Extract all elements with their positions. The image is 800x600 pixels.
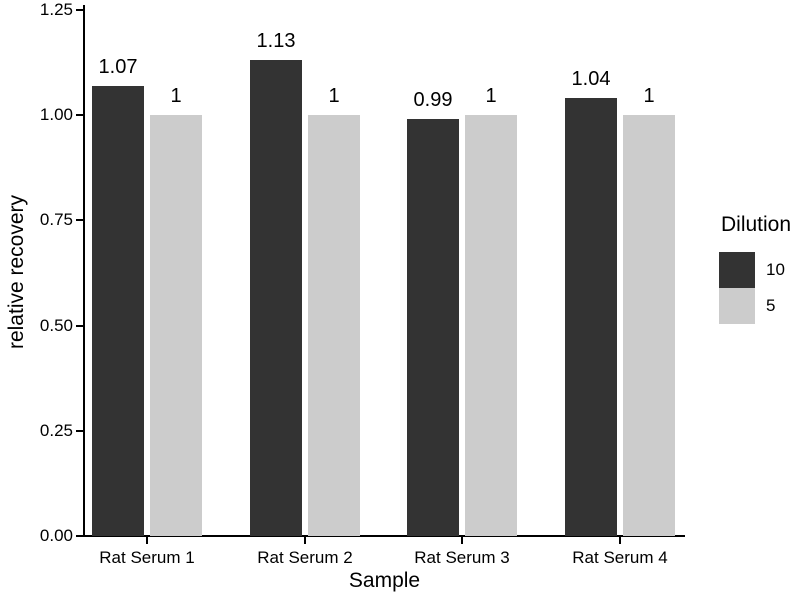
bar-value-label: 1.13 xyxy=(256,30,296,52)
bar-value-label: 1 xyxy=(643,85,655,107)
y-tick-label: 0.50 xyxy=(39,315,73,335)
legend-swatch xyxy=(719,288,755,324)
bar-rat-serum-2-dilution-10 xyxy=(250,60,302,536)
y-tick-mark xyxy=(76,8,83,11)
bar-value-label: 1 xyxy=(485,85,497,107)
bar-rat-serum-3-dilution-5 xyxy=(465,115,517,536)
y-tick-mark xyxy=(76,535,83,537)
bar-value-label: 1 xyxy=(170,85,182,107)
y-tick-label: 0.00 xyxy=(39,526,73,545)
y-tick-label: 0.75 xyxy=(39,210,73,230)
legend: Dilution 10 5 xyxy=(719,213,791,324)
y-tick-mark xyxy=(76,324,83,327)
y-tick-mark xyxy=(76,219,83,222)
bar-rat-serum-4-dilution-10 xyxy=(565,98,617,536)
legend-entry-label: 10 xyxy=(766,260,785,279)
bar-value-label: 1.04 xyxy=(571,68,611,90)
legend-entries: 10 5 xyxy=(719,252,791,324)
legend-entry-5: 5 xyxy=(719,288,791,324)
bar-rat-serum-3-dilution-10 xyxy=(407,119,459,536)
x-tick-label: Rat Serum 3 xyxy=(414,548,510,567)
y-tick-mark xyxy=(76,429,83,432)
bar-rat-serum-2-dilution-5 xyxy=(308,115,360,536)
bar-value-label: 0.99 xyxy=(413,89,453,111)
y-axis-line xyxy=(83,5,85,537)
x-tick-mark xyxy=(461,537,463,544)
y-tick-label: 0.25 xyxy=(39,420,73,440)
x-tick-mark xyxy=(619,537,621,544)
x-axis-title: Sample xyxy=(348,569,421,592)
x-tick-mark xyxy=(304,537,306,544)
legend-entry-10: 10 xyxy=(719,252,791,288)
bar-rat-serum-4-dilution-5 xyxy=(623,115,675,536)
x-tick-mark xyxy=(146,537,148,544)
legend-swatch xyxy=(719,252,755,288)
bar-rat-serum-1-dilution-5 xyxy=(150,115,202,536)
bar-value-label: 1 xyxy=(328,85,340,107)
x-tick-label: Rat Serum 2 xyxy=(257,548,353,567)
y-tick-label: 1.25 xyxy=(39,0,73,19)
y-axis-title: relative recovery xyxy=(5,194,28,350)
x-tick-label: Rat Serum 4 xyxy=(572,548,668,567)
bar-rat-serum-1-dilution-10 xyxy=(92,86,144,536)
y-tick-label: 1.00 xyxy=(39,105,73,124)
legend-title: Dilution xyxy=(721,213,792,236)
x-axis-line xyxy=(83,535,685,537)
x-tick-label: Rat Serum 1 xyxy=(99,548,195,567)
bar-value-label: 1.07 xyxy=(98,56,138,78)
legend-entry-label: 5 xyxy=(766,296,776,315)
y-tick-mark xyxy=(76,114,83,116)
